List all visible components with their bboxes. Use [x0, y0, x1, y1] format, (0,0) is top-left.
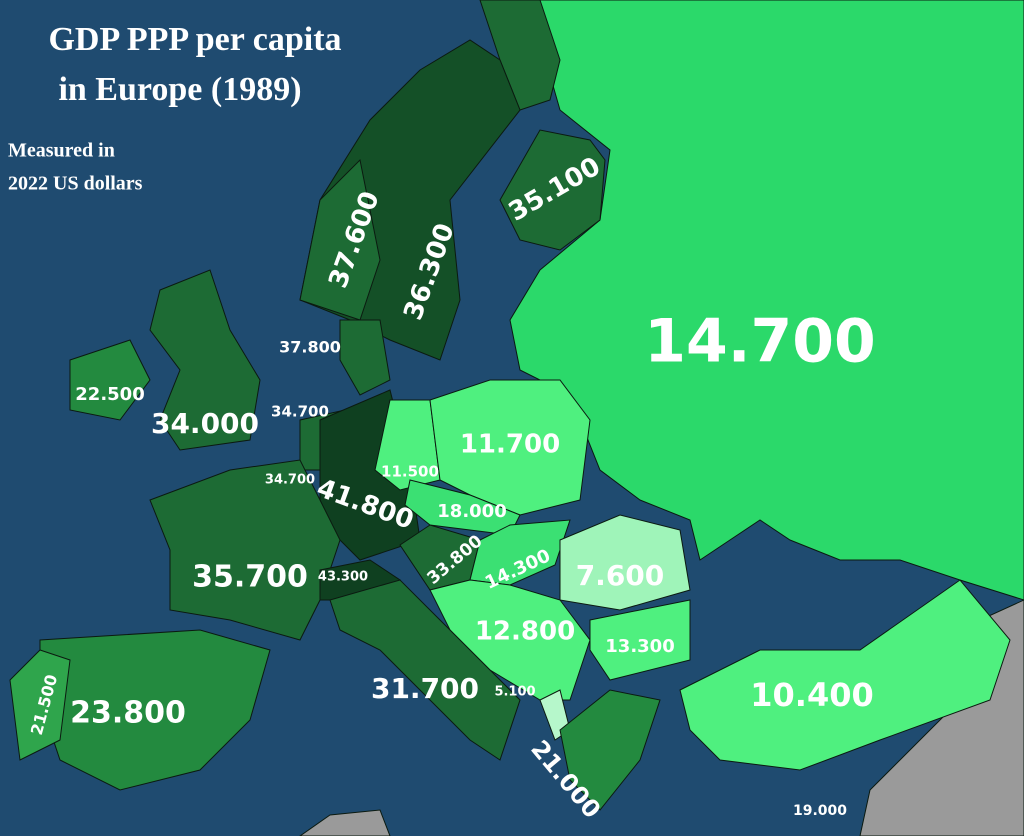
value-label: 35.700	[192, 560, 308, 595]
region	[499, 129, 606, 251]
value-label: 19.000	[793, 803, 847, 819]
value-label: 37.800	[279, 338, 341, 357]
value-label: 18.000	[437, 501, 506, 522]
value-label: 22.500	[75, 384, 144, 405]
value-label: 10.400	[750, 676, 873, 714]
value-label: 14.700	[644, 307, 876, 377]
value-label: 7.600	[576, 559, 665, 592]
region	[559, 689, 661, 811]
region	[679, 579, 1011, 771]
value-label: 13.300	[605, 636, 674, 657]
title: GDP PPP per capita	[48, 21, 341, 58]
value-label: 43.300	[318, 570, 368, 585]
value-label: 34.700	[265, 473, 315, 488]
value-label: 34.700	[271, 403, 329, 421]
title: in Europe (1989)	[58, 71, 301, 108]
value-label: 12.800	[475, 617, 575, 647]
value-label: 34.000	[151, 407, 259, 440]
region	[329, 579, 521, 761]
region	[429, 379, 591, 516]
value-label: 11.700	[460, 430, 560, 460]
region	[589, 599, 691, 681]
region	[509, 0, 1024, 601]
value-label: 5.100	[494, 685, 535, 700]
subtitle: Measured in	[8, 140, 115, 162]
region	[299, 158, 381, 321]
region	[9, 649, 71, 761]
value-label: 23.800	[70, 696, 186, 731]
value-label: 11.500	[381, 463, 439, 481]
region	[69, 339, 151, 421]
subtitle: 2022 US dollars	[8, 173, 143, 195]
region	[339, 319, 391, 396]
region	[299, 809, 391, 836]
value-label: 31.700	[371, 672, 479, 705]
region	[149, 269, 261, 451]
